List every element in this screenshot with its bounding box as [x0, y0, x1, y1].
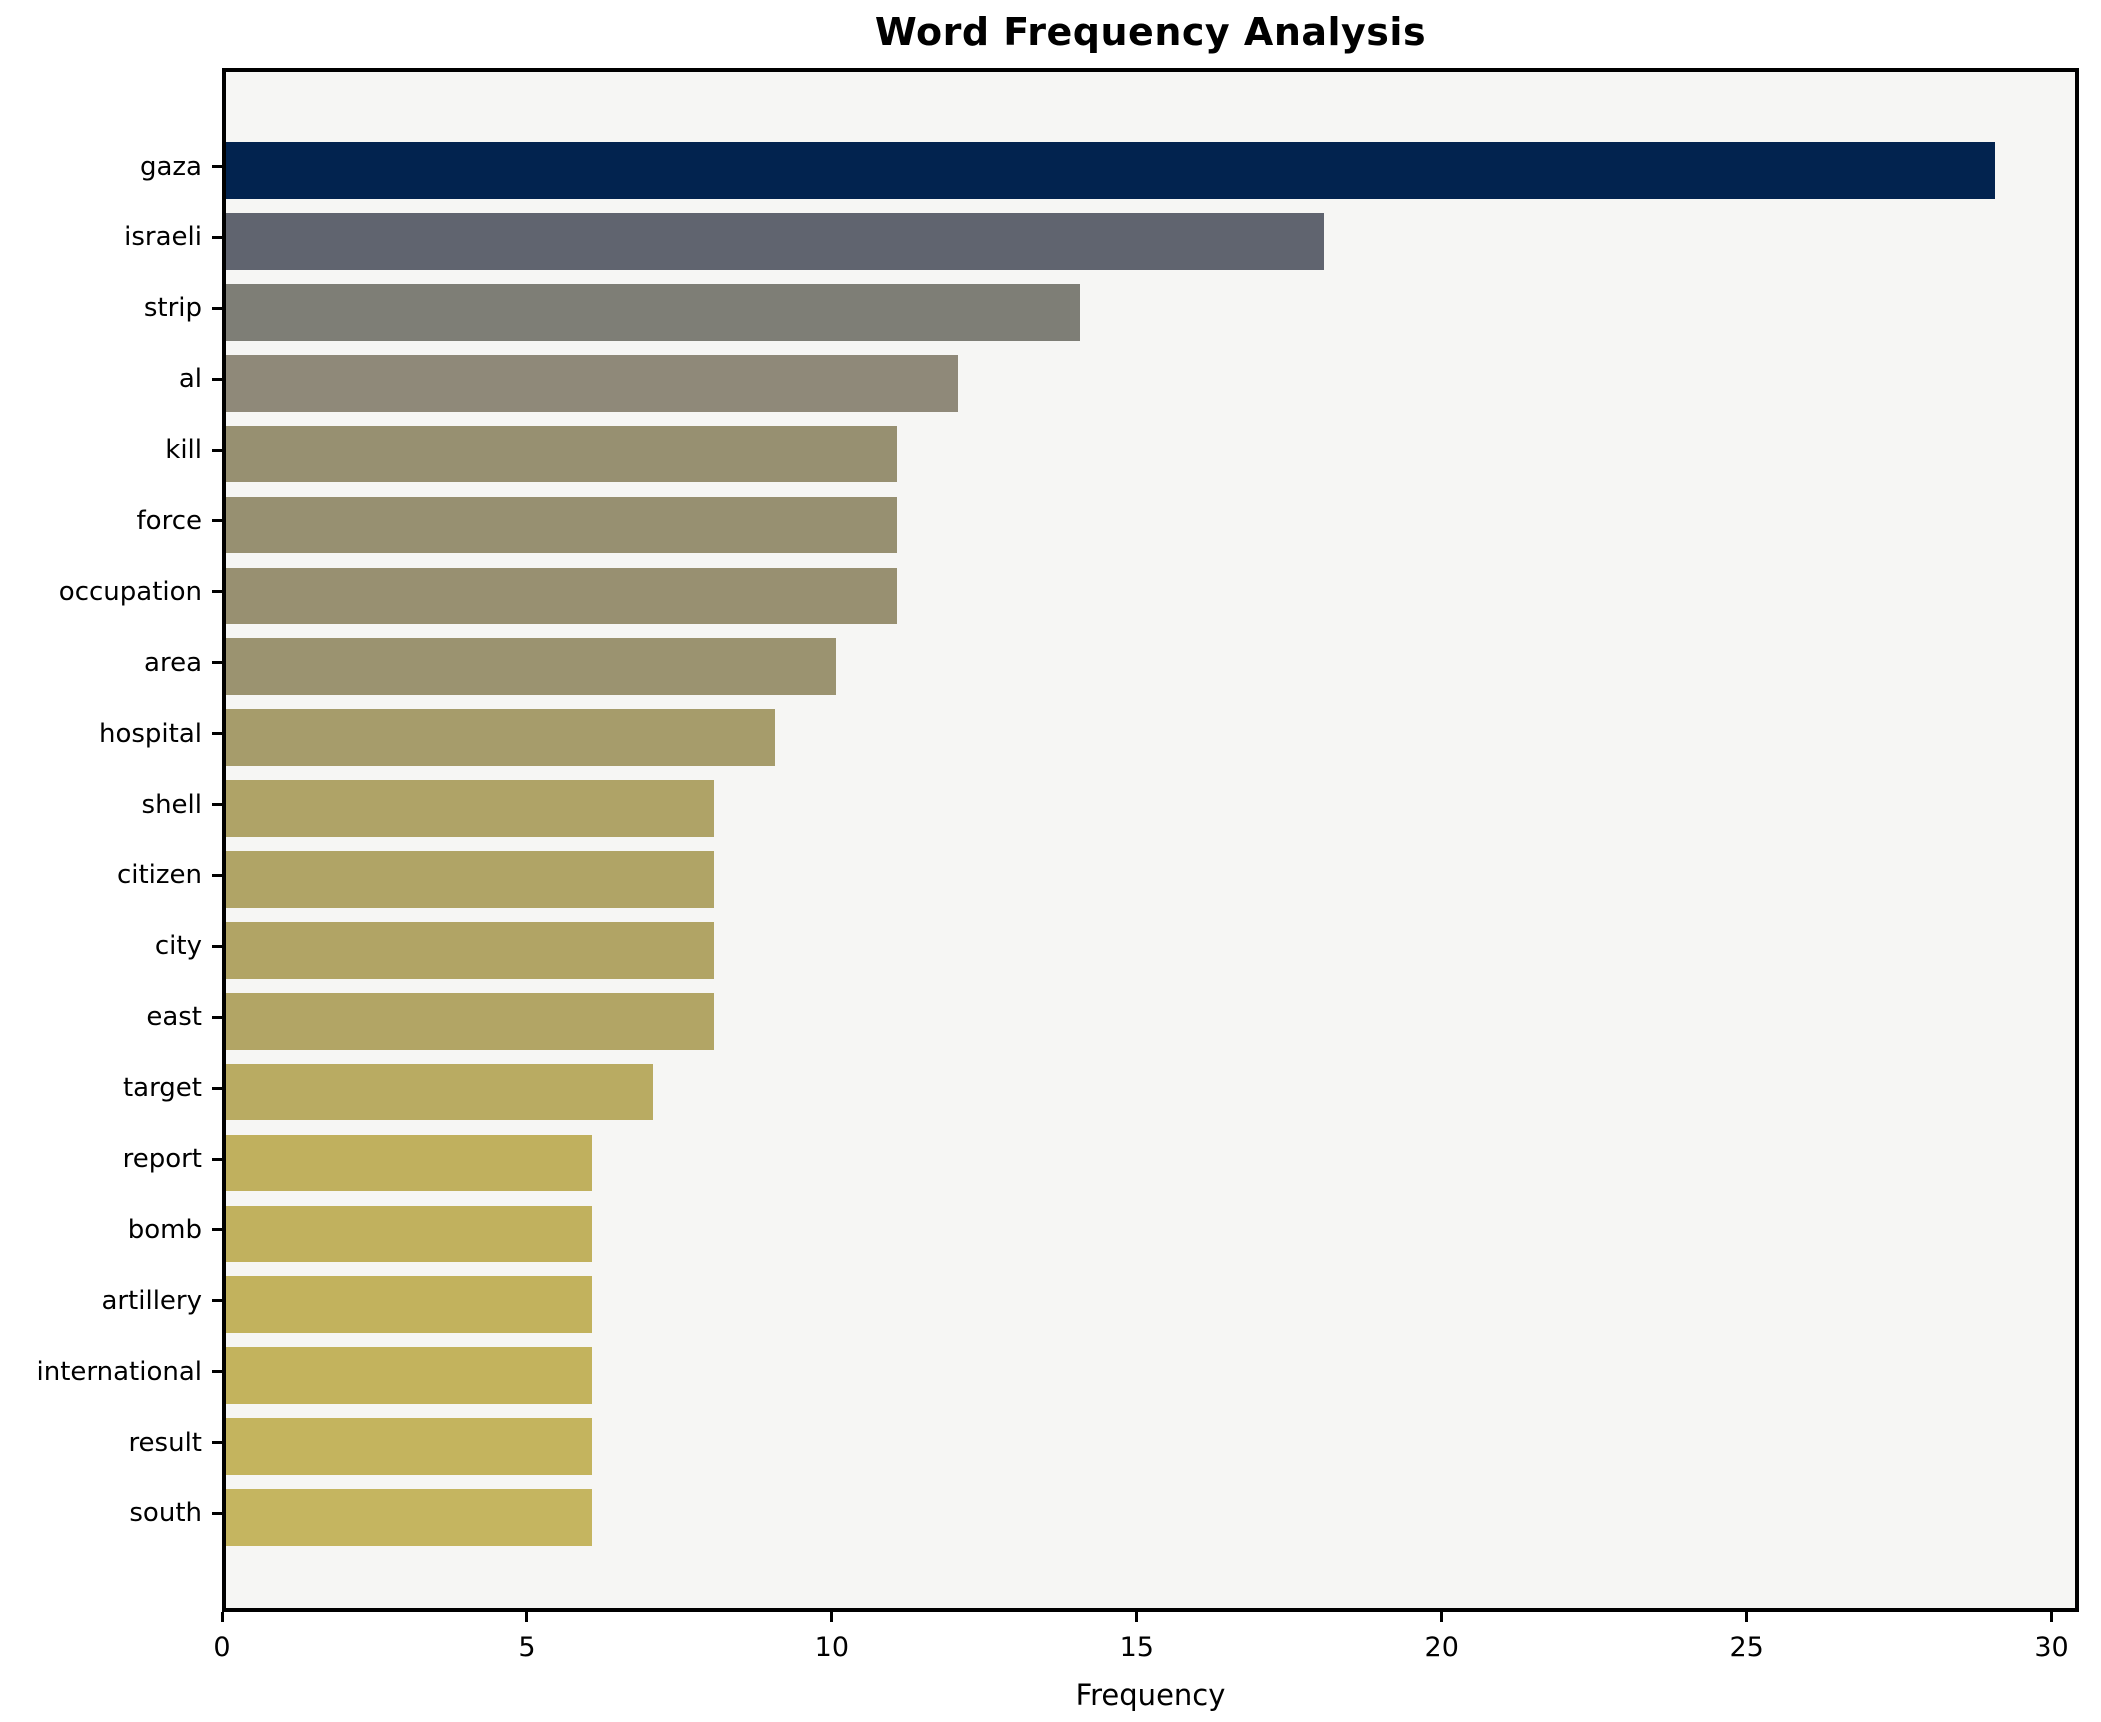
bar-shell	[226, 780, 714, 837]
x-tick-10	[830, 1612, 834, 1622]
y-tick-strip	[212, 306, 222, 310]
bar-bomb	[226, 1205, 592, 1263]
y-tick-citizen	[212, 873, 222, 877]
x-tick-label-20: 20	[1424, 1632, 1459, 1663]
y-tick-label-bomb: bomb	[127, 1214, 202, 1245]
y-tick-label-israeli: israeli	[124, 222, 202, 253]
y-tick-label-artillery: artillery	[101, 1285, 202, 1316]
y-tick-label-hospital: hospital	[98, 718, 202, 749]
y-tick-city	[212, 944, 222, 948]
y-tick-label-shell: shell	[141, 789, 202, 820]
bar-gaza	[226, 142, 1995, 199]
y-tick-label-city: city	[154, 931, 202, 962]
y-tick-label-force: force	[136, 505, 202, 536]
y-tick-label-report: report	[122, 1144, 202, 1174]
y-tick-south	[212, 1511, 222, 1515]
y-tick-occupation	[212, 590, 222, 594]
y-tick-kill	[212, 448, 222, 452]
x-axis-label: Frequency	[1075, 1678, 1226, 1712]
y-tick-label-strip: strip	[143, 293, 202, 324]
y-tick-label-occupation: occupation	[58, 576, 202, 607]
y-tick-shell	[212, 803, 222, 807]
y-tick-israeli	[212, 235, 222, 239]
x-tick-0	[220, 1612, 224, 1622]
bar-al	[226, 354, 958, 412]
bar-east	[226, 992, 714, 1050]
y-tick-label-south: south	[129, 1498, 202, 1529]
x-tick-25	[1745, 1612, 1749, 1622]
x-tick-label-10: 10	[814, 1632, 850, 1663]
bar-occupation	[226, 567, 897, 625]
y-tick-label-gaza: gaza	[139, 151, 202, 182]
y-tick-label-target: target	[122, 1073, 202, 1104]
x-tick-label-25: 25	[1729, 1632, 1764, 1663]
y-tick-label-international: international	[36, 1356, 203, 1387]
y-tick-label-area: area	[144, 647, 202, 678]
y-tick-label-citizen: citizen	[116, 860, 202, 891]
bar-artillery	[226, 1276, 592, 1334]
x-tick-label-0: 0	[213, 1632, 231, 1663]
x-tick-label-5: 5	[518, 1632, 536, 1663]
y-tick-hospital	[212, 732, 222, 736]
y-tick-bomb	[212, 1228, 222, 1232]
y-tick-result	[212, 1441, 222, 1445]
bar-israeli	[226, 213, 1324, 270]
x-tick-20	[1440, 1612, 1444, 1622]
y-tick-label-kill: kill	[165, 435, 202, 466]
chart-title: Word Frequency Analysis	[874, 10, 1427, 54]
bar-result	[226, 1418, 592, 1475]
y-tick-force	[212, 519, 222, 523]
x-tick-label-15: 15	[1119, 1632, 1154, 1663]
y-tick-report	[212, 1157, 222, 1161]
x-tick-15	[1135, 1612, 1139, 1622]
y-tick-east	[212, 1015, 222, 1019]
bar-hospital	[226, 709, 775, 766]
y-tick-al	[212, 377, 222, 381]
bar-city	[226, 921, 714, 979]
bar-strip	[226, 283, 1080, 341]
y-tick-target	[212, 1086, 222, 1090]
bar-force	[226, 496, 897, 554]
bar-target	[226, 1063, 653, 1121]
y-tick-label-result: result	[128, 1427, 202, 1458]
y-tick-international	[212, 1370, 222, 1374]
y-tick-label-al: al	[178, 364, 202, 395]
bar-report	[226, 1134, 592, 1192]
y-tick-label-east: east	[146, 1002, 202, 1033]
bar-south	[226, 1489, 592, 1546]
x-tick-label-30: 30	[2034, 1632, 2069, 1663]
y-tick-area	[212, 661, 222, 665]
bar-international	[226, 1347, 592, 1405]
bar-citizen	[226, 851, 714, 908]
x-tick-30	[2050, 1612, 2054, 1622]
bar-area	[226, 638, 836, 696]
plot-area	[222, 68, 2079, 1612]
x-tick-5	[525, 1612, 529, 1622]
bar-kill	[226, 425, 897, 483]
y-tick-artillery	[212, 1299, 222, 1303]
y-tick-gaza	[212, 165, 222, 169]
